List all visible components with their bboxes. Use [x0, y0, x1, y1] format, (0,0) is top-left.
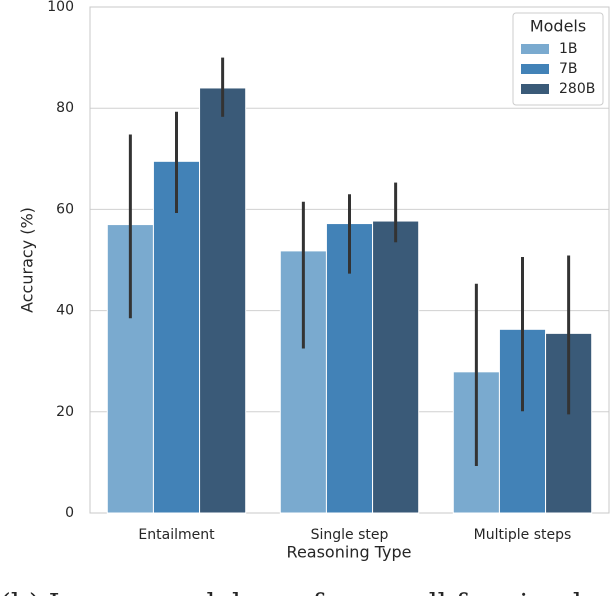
y-tick-label: 20 — [56, 404, 74, 420]
x-tick-label: Entailment — [138, 527, 215, 543]
legend-label: 1B — [559, 41, 578, 57]
legend-label: 280B — [559, 81, 595, 97]
y-tick-label: 60 — [56, 201, 74, 217]
legend-swatch — [521, 44, 549, 54]
bar — [372, 220, 420, 514]
caption: (b) Larger models perform well for simpl… — [0, 588, 598, 596]
x-axis-label: Reasoning Type — [287, 543, 412, 562]
legend-title: Models — [530, 17, 586, 36]
y-tick-label: 40 — [56, 303, 74, 319]
x-tick-label: Multiple steps — [474, 527, 572, 543]
legend-label: 7B — [559, 61, 578, 77]
legend-box — [512, 12, 604, 106]
y-tick-label: 80 — [56, 100, 74, 116]
legend-swatch — [521, 84, 549, 94]
x-tick-label: Single step — [311, 527, 389, 543]
bar — [152, 160, 201, 514]
legend-swatch — [521, 64, 549, 74]
bar — [199, 87, 247, 514]
y-axis-label: Accuracy (%) — [18, 207, 37, 313]
y-tick-label: 0 — [65, 505, 74, 521]
y-tick-label: 100 — [47, 0, 74, 15]
